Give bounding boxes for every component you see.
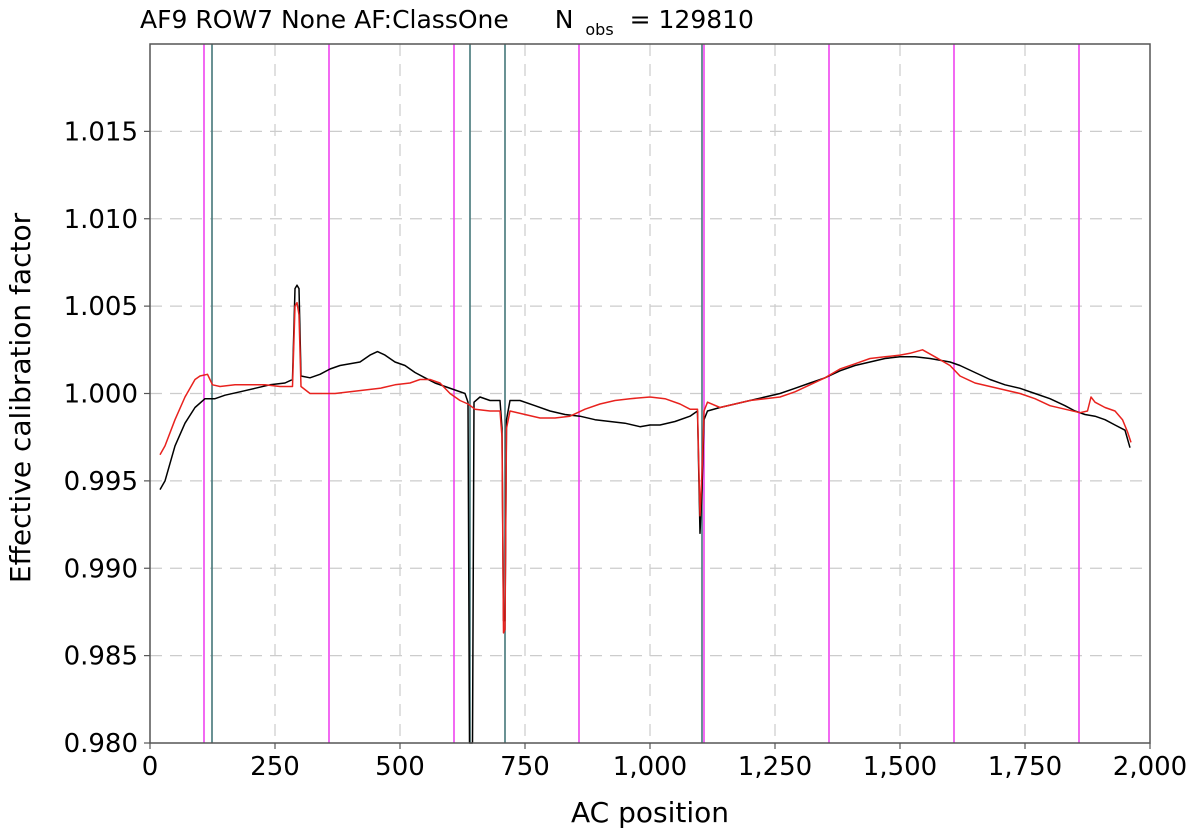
- series-layer: [159, 284, 1132, 744]
- y-tick-label: 0.990: [64, 554, 138, 584]
- x-tick-label: 1,250: [738, 752, 812, 782]
- nobs-symbol: N: [555, 5, 574, 34]
- series-line-1: [159, 284, 1131, 744]
- y-tick-label: 1.000: [64, 380, 138, 410]
- y-tick-label: 1.015: [64, 117, 138, 147]
- chart-title: AF9 ROW7 None AF:ClassOne N obs = 129810: [140, 5, 754, 41]
- x-tick-label: 1,000: [613, 752, 687, 782]
- y-tick-label: 1.005: [64, 292, 138, 322]
- x-axis-label: AC position: [571, 796, 729, 829]
- x-tick-label: 0: [142, 752, 159, 782]
- series-line-2: [159, 301, 1132, 634]
- nobs-value: = 129810: [630, 5, 754, 34]
- title-main: AF9 ROW7 None AF:ClassOne: [140, 5, 509, 34]
- y-tick-label: 0.980: [64, 729, 138, 759]
- y-axis-label: Effective calibration factor: [4, 212, 37, 583]
- x-tick-label: 250: [250, 752, 300, 782]
- nobs-subscript: obs: [585, 20, 613, 39]
- grid-lines: [150, 44, 1150, 743]
- y-tick-label: 1.010: [64, 205, 138, 235]
- x-tick-label: 2,000: [1113, 752, 1187, 782]
- axis-ticks: 0 250 500 750 1,000 1,250 1,500 1,750 2,000 0.980…: [64, 117, 1188, 782]
- x-tick-label: 750: [500, 752, 550, 782]
- reference-vertical-lines: [203, 44, 1080, 743]
- y-tick-label: 0.985: [64, 642, 138, 672]
- y-tick-label: 0.995: [64, 467, 138, 497]
- x-tick-label: 1,750: [988, 752, 1062, 782]
- x-tick-label: 500: [375, 752, 425, 782]
- x-tick-label: 1,500: [863, 752, 937, 782]
